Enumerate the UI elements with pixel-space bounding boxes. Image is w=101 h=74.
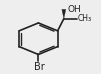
Text: Br: Br <box>34 62 45 72</box>
Polygon shape <box>62 9 66 19</box>
Text: OH: OH <box>68 5 82 14</box>
Text: CH₃: CH₃ <box>77 14 92 23</box>
